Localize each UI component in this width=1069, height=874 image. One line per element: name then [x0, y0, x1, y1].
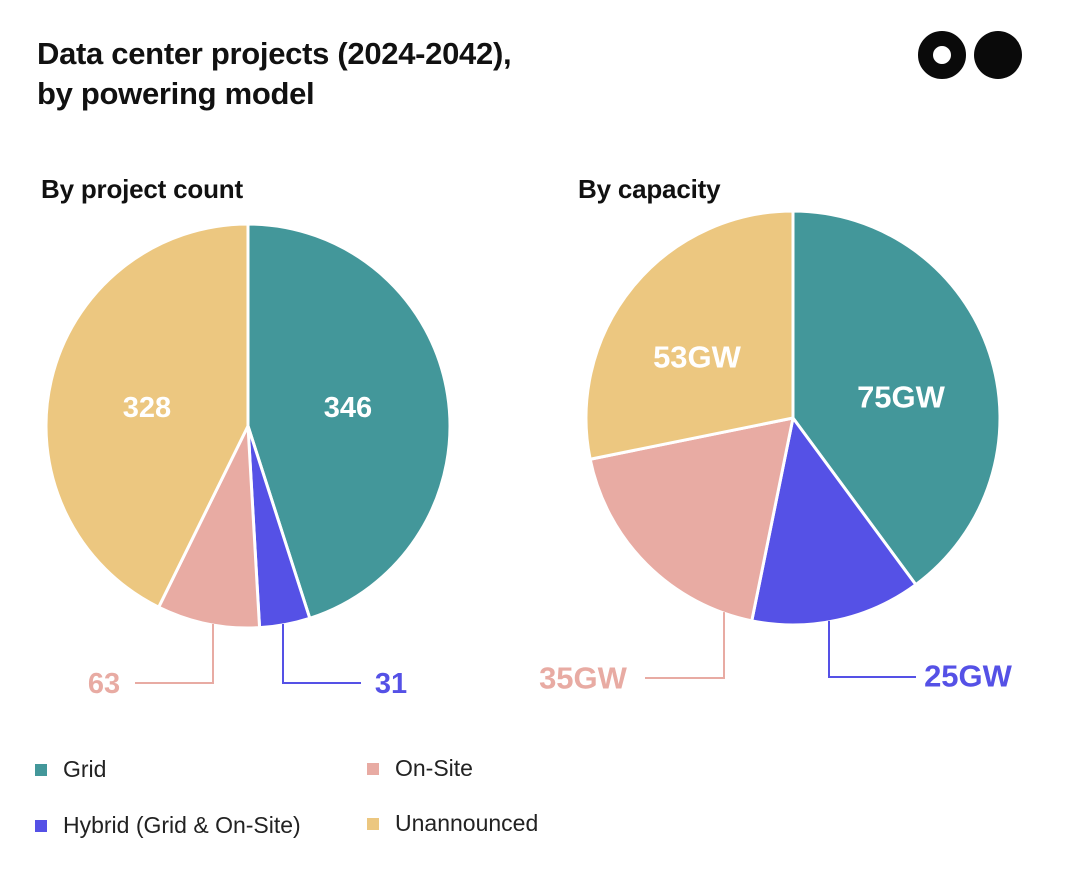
pie-2-label-grid: 75GW	[857, 380, 946, 415]
pie-1-slice-onsite	[157, 424, 262, 630]
brand-logo	[918, 31, 1022, 79]
pie-1-label-hybrid: 31	[375, 668, 407, 700]
pie-1-label-unannounced: 328	[123, 392, 171, 424]
chart-1-heading: By project count	[41, 174, 243, 204]
pie-2-label-unannounced: 53GW	[653, 340, 742, 375]
chart-title-line-1: Data center projects (2024-2042),	[37, 36, 512, 71]
pie-chart-project-count: 346 31 63 328	[44, 222, 452, 700]
pie-1-slice-grid	[246, 222, 452, 620]
pie-2-leader-onsite	[645, 612, 725, 679]
chart-2-heading: By capacity	[578, 174, 721, 204]
logo-ring	[918, 31, 966, 79]
pie-1-slice-unannounced	[44, 222, 250, 609]
pie-1-label-onsite: 63	[88, 668, 120, 700]
pie-2-slice-hybrid	[750, 416, 918, 627]
chart-title: Data center projects (2024-2042), by pow…	[37, 34, 512, 114]
chart-title-line-2: by powering model	[37, 76, 315, 111]
pie-1-leader-onsite	[135, 623, 214, 684]
pie-2-slice-onsite	[588, 416, 795, 623]
pie-chart-capacity: 75GW 25GW 35GW 53GW	[539, 209, 1013, 696]
pie-1-leader-hybrid	[282, 623, 361, 684]
pie-2-leader-hybrid	[828, 620, 916, 678]
pie-1-label-grid: 346	[324, 392, 372, 424]
pie-2-label-hybrid: 25GW	[924, 659, 1013, 694]
pie-2-slice-unannounced	[584, 209, 795, 461]
pie-2-label-onsite: 35GW	[539, 661, 628, 696]
logo-dot	[974, 31, 1022, 79]
pie-2-slice-grid	[791, 209, 1002, 587]
